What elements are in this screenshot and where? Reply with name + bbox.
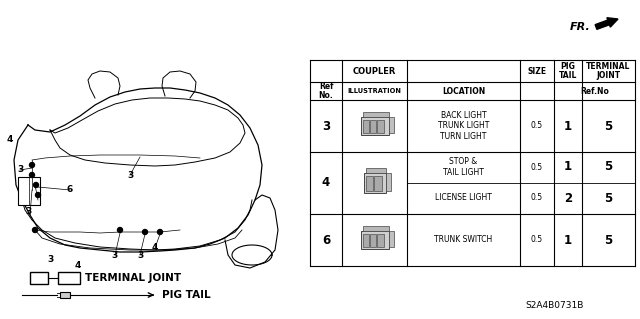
Text: 6: 6 [322, 234, 330, 247]
Bar [362, 120, 369, 133]
Text: 3: 3 [47, 256, 53, 264]
Bar [377, 234, 383, 247]
Circle shape [157, 229, 163, 234]
Text: LICENSE LIGHT: LICENSE LIGHT [435, 194, 492, 203]
Text: 1: 1 [564, 120, 572, 132]
Text: LOCATION: LOCATION [442, 86, 485, 95]
Text: 5: 5 [604, 160, 612, 174]
Text: 5: 5 [604, 120, 612, 132]
Bar [58, 272, 80, 284]
Circle shape [33, 182, 38, 188]
Circle shape [29, 162, 35, 167]
Text: COUPLER: COUPLER [353, 66, 396, 76]
Bar [370, 234, 376, 247]
Text: 5: 5 [604, 234, 612, 247]
Bar [374, 176, 381, 191]
Bar [362, 112, 388, 117]
Bar [365, 168, 385, 173]
Text: 6: 6 [67, 186, 73, 195]
Text: 2: 2 [564, 191, 572, 204]
Text: 3: 3 [25, 207, 31, 217]
Text: 5: 5 [604, 191, 612, 204]
Bar [388, 231, 394, 247]
Text: 0.5: 0.5 [531, 122, 543, 130]
Text: ILLUSTRATION: ILLUSTRATION [348, 88, 401, 94]
Bar [60, 292, 70, 298]
Bar [365, 176, 373, 191]
Text: 1: 1 [564, 160, 572, 174]
Text: 3: 3 [137, 250, 143, 259]
Text: 3: 3 [17, 166, 23, 174]
Text: STOP &
TAIL LIGHT: STOP & TAIL LIGHT [443, 157, 484, 177]
Bar [385, 173, 390, 191]
Text: Ref.No: Ref.No [580, 86, 609, 95]
Text: SIZE: SIZE [527, 66, 547, 76]
Text: FR.: FR. [570, 22, 591, 32]
Text: BACK LIGHT
TRUNK LIGHT
TURN LIGHT: BACK LIGHT TRUNK LIGHT TURN LIGHT [438, 111, 489, 141]
Text: PIG TAIL: PIG TAIL [162, 290, 211, 300]
Text: 4: 4 [7, 136, 13, 145]
Circle shape [118, 227, 122, 233]
Bar [362, 234, 369, 247]
Text: 0.5: 0.5 [531, 235, 543, 244]
Circle shape [33, 227, 38, 233]
Text: 3: 3 [127, 170, 133, 180]
Text: 3: 3 [112, 250, 118, 259]
Bar [30, 272, 48, 284]
Bar [388, 117, 394, 133]
Bar [377, 120, 383, 133]
Bar [370, 120, 376, 133]
Circle shape [29, 173, 35, 177]
Text: 0.5: 0.5 [531, 162, 543, 172]
Text: 1: 1 [564, 234, 572, 247]
Bar [360, 231, 388, 249]
Text: 3: 3 [322, 120, 330, 132]
FancyArrow shape [595, 18, 618, 29]
Text: 4: 4 [75, 261, 81, 270]
Bar [18, 177, 40, 205]
Bar [362, 226, 388, 231]
Bar [360, 117, 388, 135]
Text: 4: 4 [152, 243, 158, 253]
Text: 4: 4 [322, 176, 330, 189]
Text: TERMINAL
JOINT: TERMINAL JOINT [586, 62, 630, 80]
Text: 0.5: 0.5 [531, 194, 543, 203]
Text: TRUNK SWITCH: TRUNK SWITCH [435, 235, 493, 244]
Text: S2A4B0731B: S2A4B0731B [526, 300, 584, 309]
Circle shape [35, 192, 40, 197]
Text: Ref
No.: Ref No. [319, 82, 333, 100]
Bar [310, 60, 635, 266]
Circle shape [143, 229, 147, 234]
Bar [364, 173, 385, 193]
Text: PIG
TAIL: PIG TAIL [559, 62, 577, 80]
Text: TERMINAL JOINT: TERMINAL JOINT [85, 273, 181, 283]
